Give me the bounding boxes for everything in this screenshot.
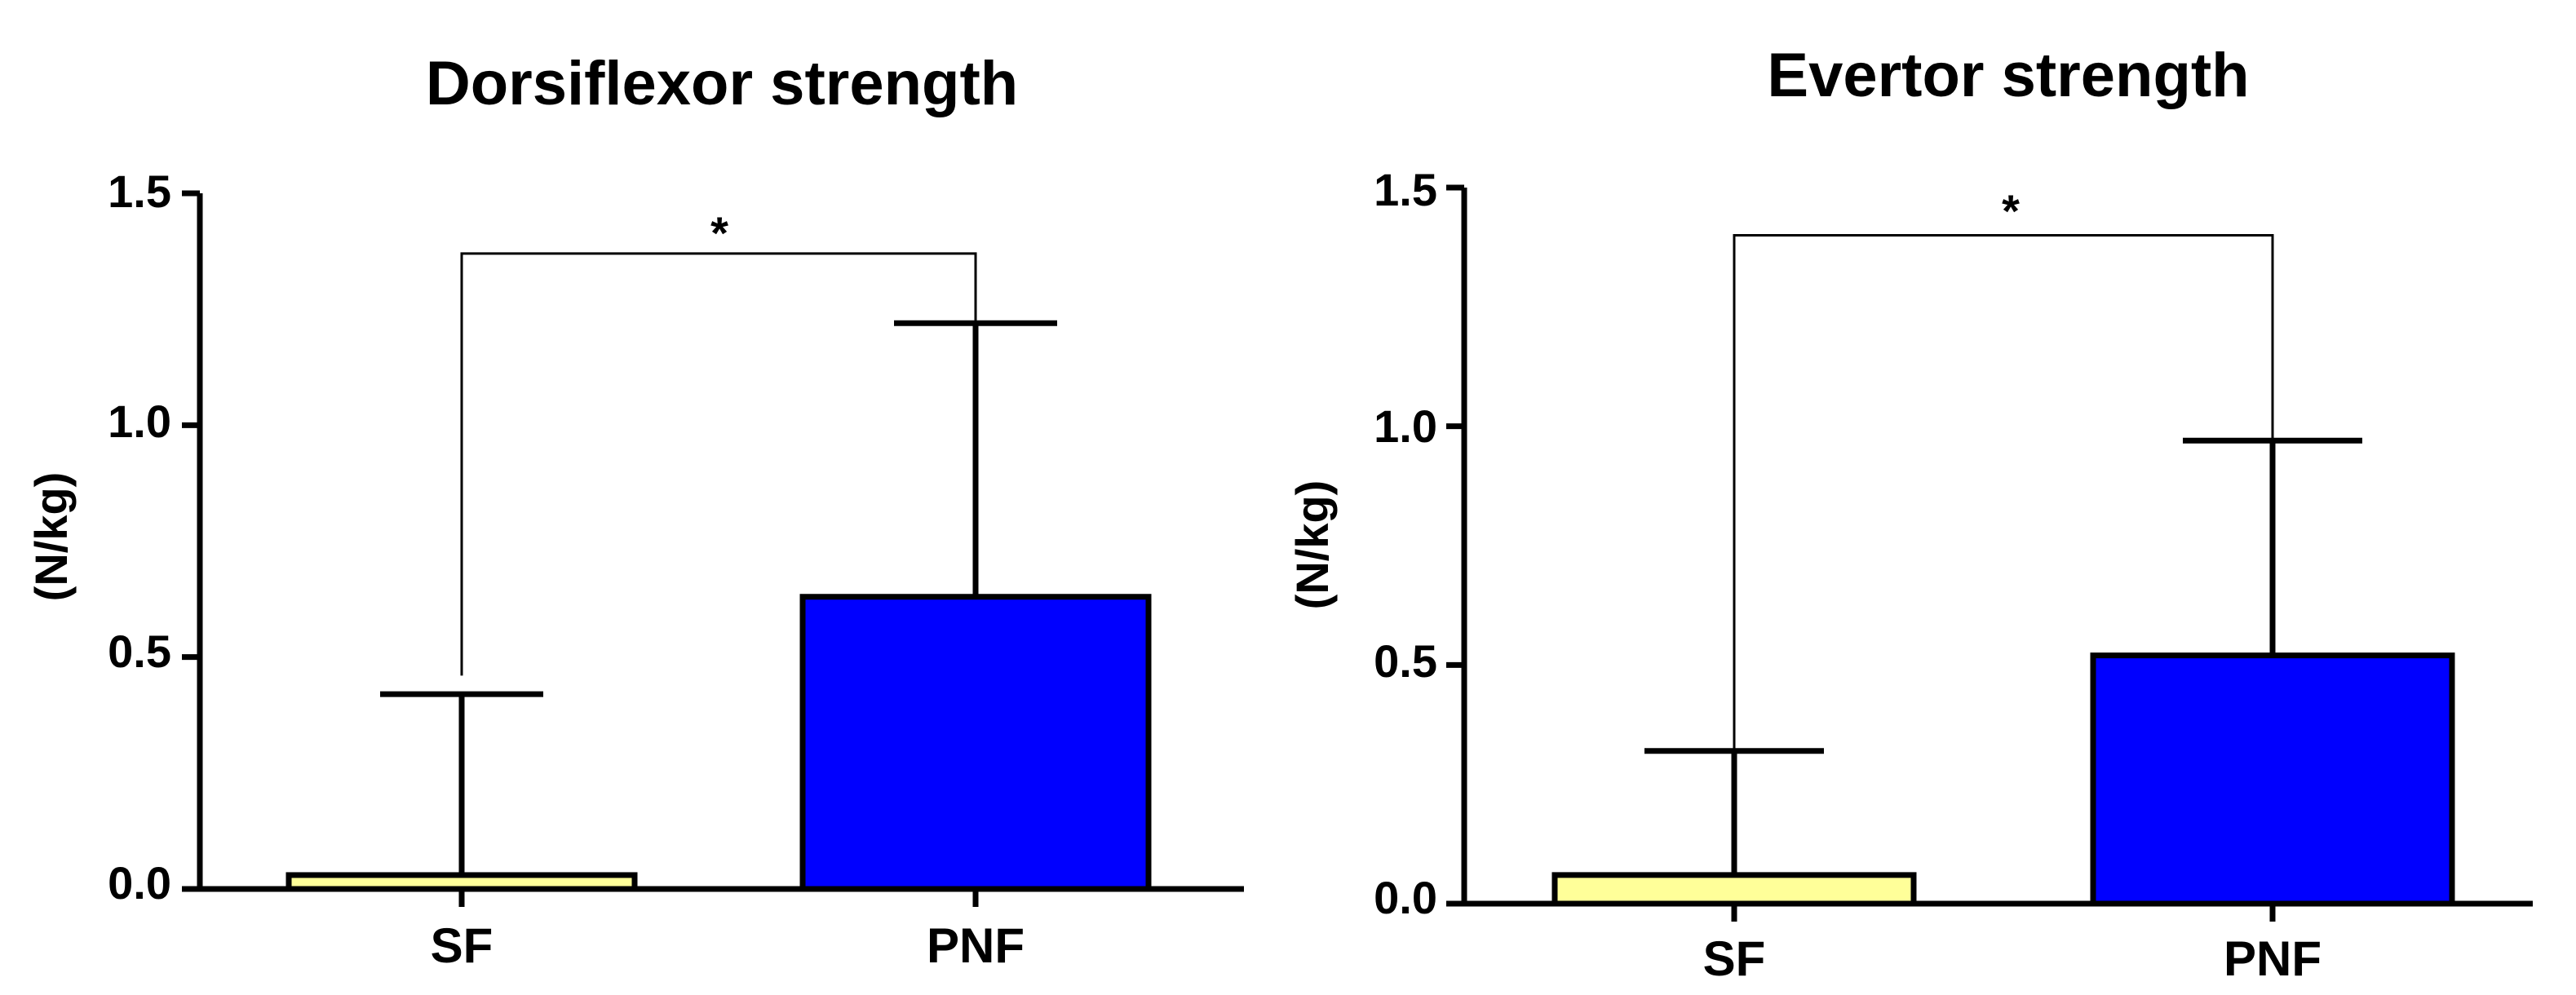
- y-tick-label: 1.5: [108, 166, 171, 217]
- y-tick-label: 0.0: [1374, 872, 1437, 923]
- significance-star: *: [710, 207, 728, 259]
- significance-bracket: [460, 252, 977, 676]
- y-tick-label: 0.5: [108, 626, 171, 677]
- y-tick-label: 1.0: [1374, 400, 1437, 452]
- y-tick-label: 1.0: [108, 396, 171, 447]
- chart-dorsiflexor: Dorsiflexor strength (N/kg) 0.0 0.5 1.0 …: [25, 49, 1244, 973]
- x-tick-label: PNF: [2224, 931, 2321, 986]
- x-tick-label: SF: [1703, 931, 1766, 986]
- significance-star: *: [2002, 185, 2020, 237]
- x-tick-label: SF: [431, 918, 494, 973]
- chart-title: Evertor strength: [1767, 41, 2249, 110]
- y-axis-label: (N/kg): [25, 472, 77, 602]
- chart-evertor: Evertor strength (N/kg) 0.0 0.5 1.0 1.5 …: [1286, 41, 2533, 986]
- bar-sf: [1551, 872, 1917, 907]
- x-tick-label: PNF: [927, 918, 1025, 973]
- y-tick-label: 0.0: [108, 857, 171, 909]
- y-tick-label: 1.5: [1374, 164, 1437, 215]
- bar-pnf: [799, 594, 1152, 892]
- y-axis-label: (N/kg): [1286, 480, 1338, 610]
- significance-bracket: [1733, 234, 2274, 751]
- bar-pnf: [2090, 652, 2455, 907]
- chart-title: Dorsiflexor strength: [426, 49, 1018, 118]
- y-tick-label: 0.5: [1374, 635, 1437, 687]
